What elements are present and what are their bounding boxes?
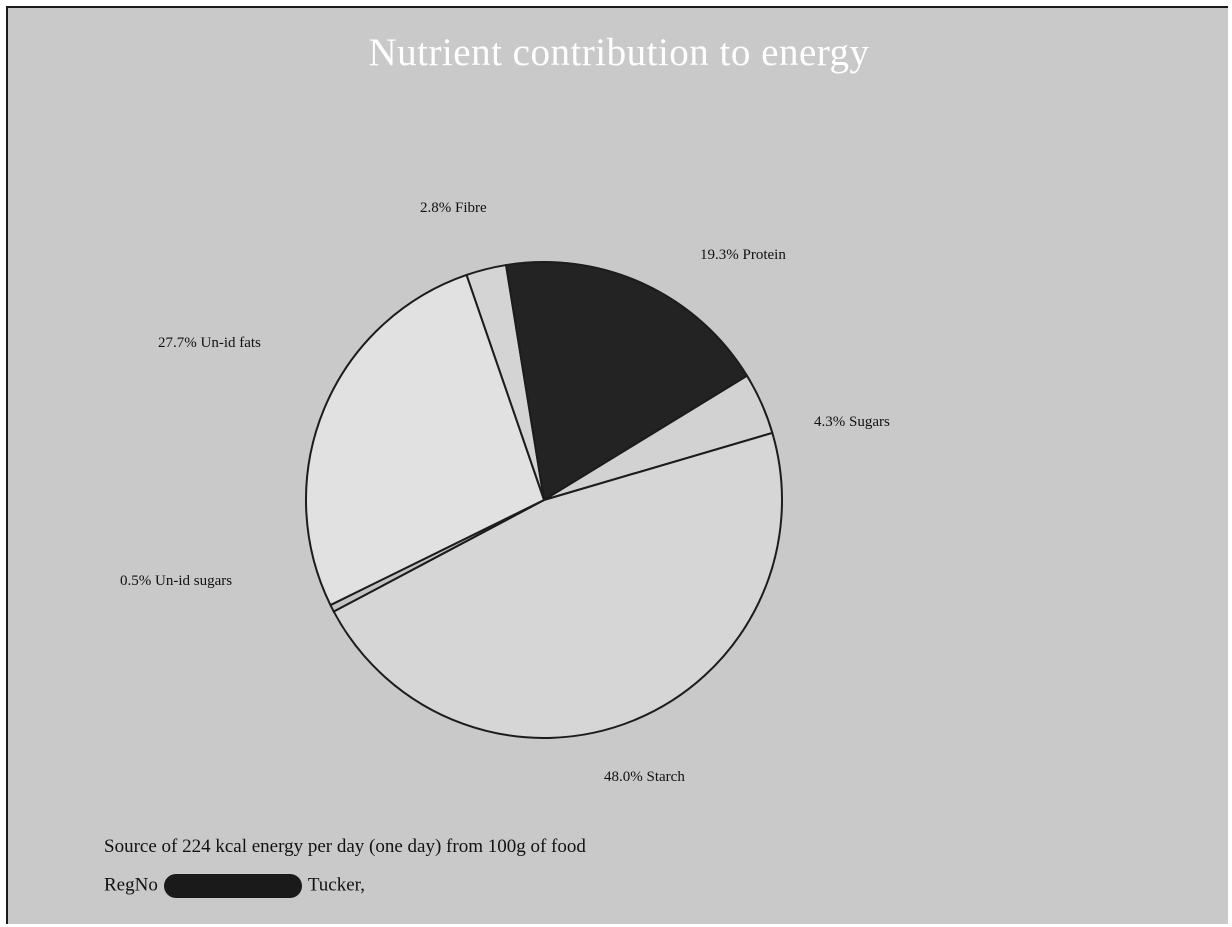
reg-line: RegNo Tucker, (104, 874, 365, 898)
source-line: Source of 224 kcal energy per day (one d… (104, 836, 586, 857)
slice-label-un-id-fats: 27.7% Un-id fats (158, 335, 261, 351)
pie-slice-starch (332, 431, 783, 739)
slice-label-un-id-sugars: 0.5% Un-id sugars (120, 573, 233, 589)
reg-prefix: RegNo (104, 874, 158, 896)
slice-label-sugars: 4.3% Sugars (814, 414, 890, 430)
slice-label-starch: 48.0% Starch (604, 769, 685, 785)
pie-slice-protein (505, 261, 749, 501)
redaction-mark (163, 874, 302, 898)
chart-title: Nutrient contribution to energy (368, 31, 870, 74)
slice-label-protein: 19.3% Protein (700, 247, 786, 263)
reg-suffix: Tucker, (307, 874, 365, 896)
slice-label-fibre: 2.8% Fibre (420, 200, 487, 216)
chart-panel: Nutrient contribution to energy 2.8% Fib… (6, 6, 1228, 924)
pie-slice-un-id-fats (305, 273, 545, 607)
pie-chart (305, 261, 783, 739)
